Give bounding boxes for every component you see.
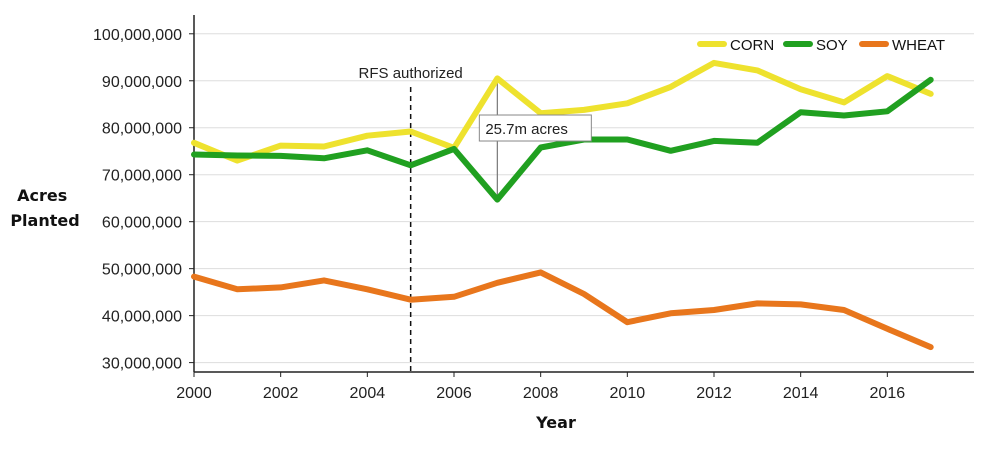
x-tick-label: 2014	[783, 385, 819, 402]
legend: CORN SOY WHEAT	[697, 37, 945, 54]
x-tick-labels: 2000 2002 2004 2006 2008 2010 2012 2014 2016	[176, 372, 905, 402]
series-line-corn	[191, 59, 934, 164]
y-tick-label: 100,000,000	[93, 27, 182, 44]
y-tick-label: 30,000,000	[102, 356, 182, 373]
x-tick-label: 2000	[176, 385, 212, 402]
legend-label-wheat: WHEAT	[892, 37, 945, 54]
x-tick-label: 2006	[436, 385, 472, 402]
y-tick-labels: 30,000,000 40,000,000 50,000,000 60,000,000…	[93, 27, 194, 373]
difference-label-box	[478, 114, 592, 142]
y-tick-label: 80,000,000	[102, 121, 182, 138]
series-line-wheat	[191, 269, 934, 351]
difference-label: 25.7m acres	[485, 121, 568, 138]
axes	[193, 15, 974, 373]
y-tick-label: 50,000,000	[102, 262, 182, 279]
rfs-annotation-label: RFS authorized	[359, 65, 463, 82]
y-tick-label: 60,000,000	[102, 215, 182, 232]
x-tick-label: 2008	[523, 385, 559, 402]
y-tick-label: 70,000,000	[102, 168, 182, 185]
y-axis-title: Acres Planted	[10, 186, 79, 230]
x-tick-label: 2012	[696, 385, 732, 402]
y-axis-title-line-1: Acres	[17, 186, 67, 205]
x-axis-title: Year	[535, 413, 576, 432]
series-lines	[191, 59, 934, 351]
legend-label-soy: SOY	[816, 37, 848, 54]
x-tick-label: 2010	[610, 385, 646, 402]
legend-label-corn: CORN	[730, 37, 774, 54]
annotation-labels: RFS authorized 25.7m acres	[359, 65, 592, 142]
y-tick-label: 40,000,000	[102, 309, 182, 326]
x-tick-label: 2002	[263, 385, 299, 402]
series-line-soy	[191, 76, 934, 203]
y-axis-title-line-2: Planted	[10, 211, 79, 230]
x-tick-label: 2016	[870, 385, 906, 402]
y-tick-label: 90,000,000	[102, 74, 182, 91]
x-tick-label: 2004	[350, 385, 386, 402]
